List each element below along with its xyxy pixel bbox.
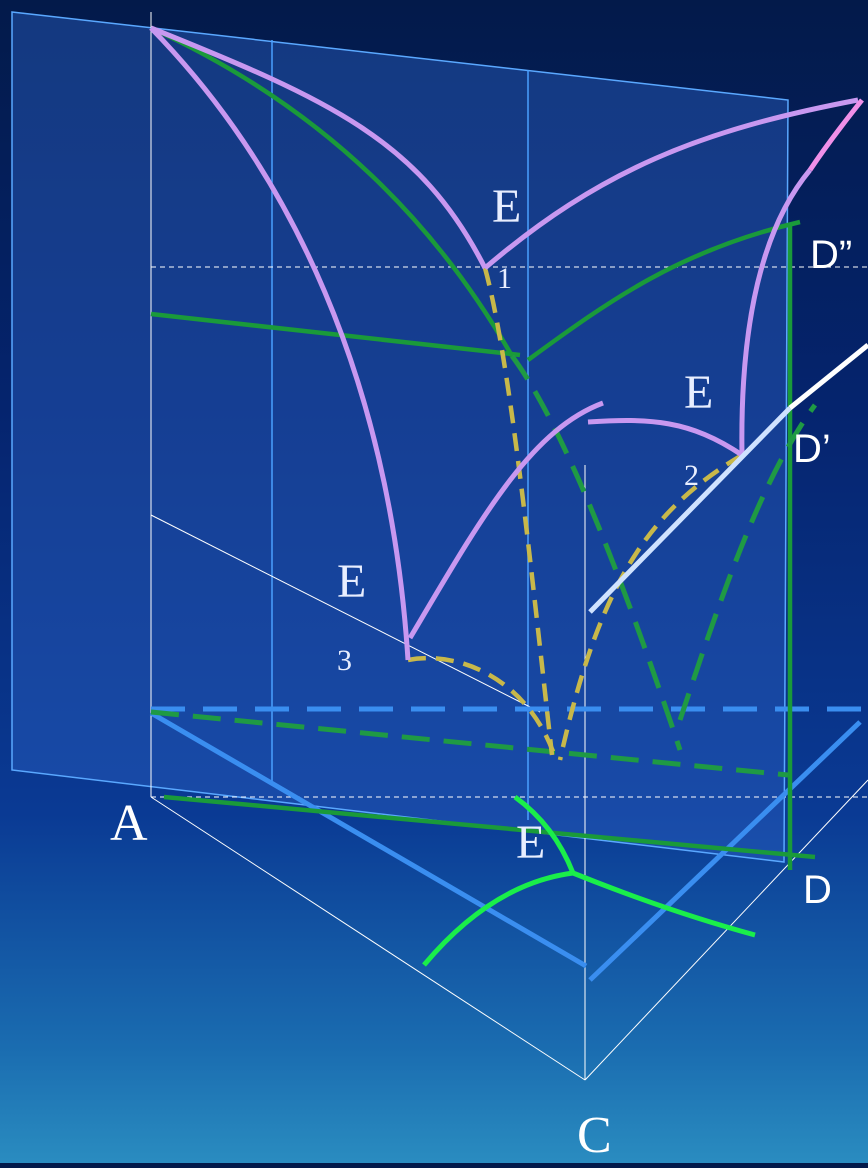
- liquidus-curve-e1-to-top: [483, 97, 859, 270]
- green-dashed-curve-1: [509, 354, 683, 751]
- projection-curve-up: [513, 794, 576, 874]
- blue-line-c-to-d: [588, 720, 862, 982]
- liquidus-peak-curve: [807, 98, 864, 172]
- label-a: A: [110, 795, 148, 852]
- projection-curve-left: [422, 870, 574, 967]
- liquidus-curve-a-to-e1: [150, 25, 488, 270]
- label-e3-subscript: 3: [337, 644, 352, 677]
- green-curve-a-top: [150, 25, 514, 358]
- liquidus-curve-e3-up: [407, 400, 604, 640]
- label-d-prime: D’: [793, 427, 831, 471]
- white-line-d-prime: [788, 343, 868, 410]
- projection-curve-right: [572, 870, 756, 938]
- label-e2: E: [684, 366, 713, 419]
- projection-plane: [11, 11, 789, 863]
- green-line-horizontal: [150, 311, 521, 358]
- light-blue-line-e2: [588, 406, 792, 614]
- liquidus-curve-to-e2: [587, 418, 744, 458]
- liquidus-curve-a-to-e3: [149, 26, 411, 661]
- label-e3: E: [337, 555, 366, 608]
- label-e1-subscript: 1: [497, 262, 512, 295]
- label-d-double-prime: D”: [810, 233, 852, 277]
- yellow-dashed-e3-right: [407, 655, 559, 761]
- blue-line-a-to-c: [149, 710, 588, 969]
- label-d: D: [803, 868, 832, 912]
- yellow-dashed-e1-down: [482, 267, 555, 756]
- green-dashed-curve-2: [677, 403, 818, 721]
- label-e1: E: [492, 180, 521, 233]
- liquidus-curve-e2-up: [739, 168, 812, 456]
- label-c: C: [577, 1107, 612, 1163]
- yellow-dashed-e2-down: [557, 453, 744, 761]
- green-dashed-line-bottom: [150, 709, 789, 778]
- green-line-bottom: [163, 794, 816, 860]
- green-curve-right-top: [526, 219, 801, 362]
- prism-edge-ac: [150, 796, 586, 1081]
- prism-inner-diagonal: [150, 514, 541, 713]
- prism-edge-cd: [584, 779, 868, 1081]
- label-e2-subscript: 2: [684, 459, 699, 492]
- label-e: E: [516, 816, 545, 869]
